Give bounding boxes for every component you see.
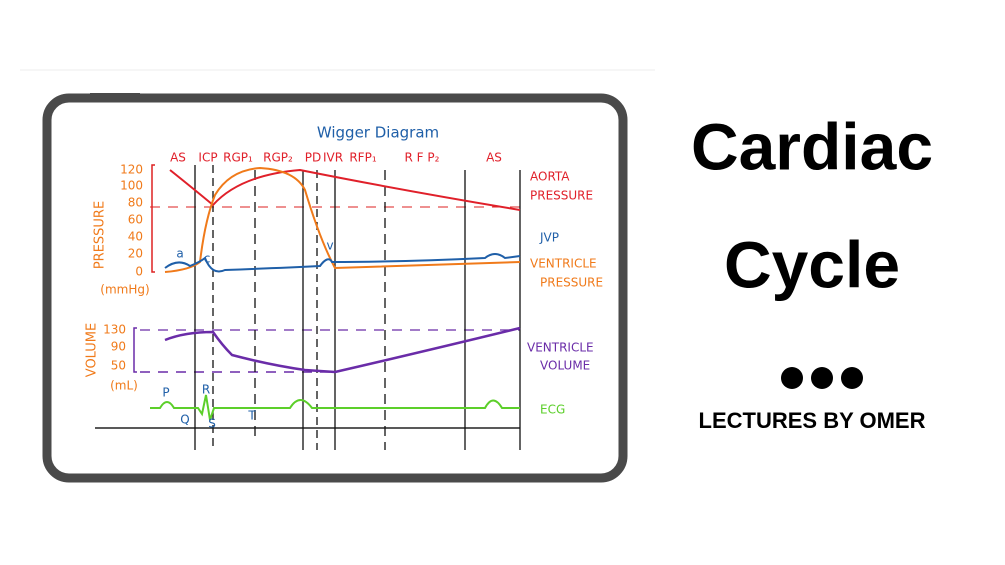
phase-label: IVR — [323, 151, 343, 165]
tick-label: 100 — [120, 179, 143, 193]
wiggers-diagram — [95, 164, 521, 450]
jvp-curve — [164, 253, 521, 273]
curve-label: VENTRICLE — [530, 257, 597, 271]
volume-curve — [164, 326, 521, 374]
wave-letter: v — [326, 239, 333, 253]
phase-label: R F P₂ — [405, 151, 440, 165]
ventricle-pressure-curve — [164, 166, 521, 273]
ecg-curve — [150, 394, 520, 421]
curve-label: ECG — [540, 403, 565, 417]
tick-label: 50 — [111, 359, 126, 373]
curve-label: PRESSURE — [530, 189, 593, 203]
wave-letter: Q — [180, 413, 189, 427]
tick-label: 60 — [128, 213, 143, 227]
dot — [811, 367, 833, 389]
title-line: Cycle — [724, 227, 900, 301]
tick-label: 80 — [128, 196, 143, 210]
bracket — [151, 164, 155, 273]
wave-letter: P — [162, 386, 169, 400]
axis-label: VOLUME — [85, 323, 100, 377]
phase-label: PD — [305, 151, 321, 165]
phase-label: AS — [170, 151, 186, 165]
curve-label: JVP — [539, 231, 559, 245]
tick-label: 20 — [128, 247, 143, 261]
axis-unit: (mL) — [110, 379, 138, 393]
curve-label: PRESSURE — [540, 276, 603, 290]
subtitle: LECTURES BY OMER — [699, 408, 926, 433]
axis-label: PRESSURE — [93, 201, 108, 269]
wave-letter: R — [202, 383, 210, 397]
wave-letter: T — [247, 409, 256, 423]
phase-label: ICP — [198, 151, 217, 165]
tick-label: 0 — [135, 265, 143, 279]
title-line: Cardiac — [691, 109, 933, 183]
tick-label: 130 — [103, 323, 126, 337]
phase-lines — [194, 165, 521, 450]
wave-letter: S — [208, 417, 216, 431]
tick-label: 90 — [111, 340, 126, 354]
curve-label: VOLUME — [540, 359, 590, 373]
dot — [841, 367, 863, 389]
curve-label: AORTA — [530, 170, 570, 184]
dot — [781, 367, 803, 389]
tick-label: 120 — [120, 163, 143, 177]
phase-label: RFP₁ — [349, 151, 376, 165]
bracket — [133, 327, 137, 373]
tablet-button — [90, 93, 140, 97]
wave-letter: c — [204, 252, 211, 266]
phase-label: RGP₂ — [263, 151, 293, 165]
wave-letter: a — [176, 247, 183, 261]
axis-unit: (mmHg) — [100, 283, 149, 297]
phase-label: RGP₁ — [223, 151, 253, 165]
diagram-title: Wigger Diagram — [317, 124, 439, 142]
phase-label: AS — [486, 151, 502, 165]
curve-label: VENTRICLE — [527, 341, 594, 355]
tick-label: 40 — [128, 230, 143, 244]
